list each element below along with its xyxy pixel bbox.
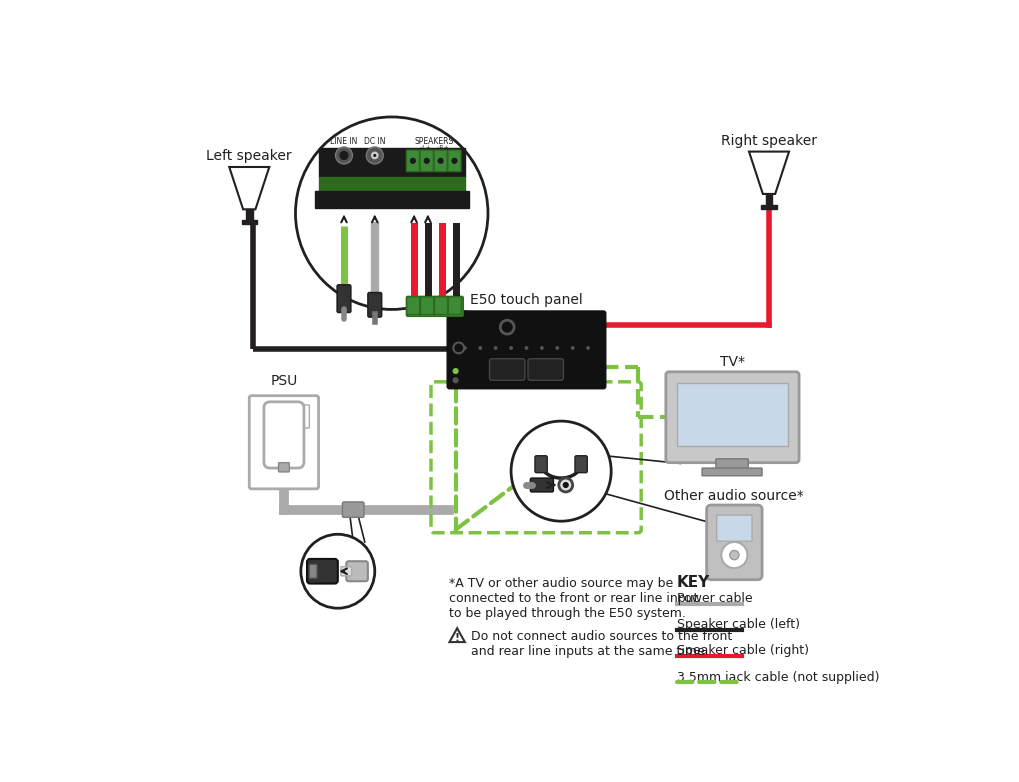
Circle shape [478, 346, 482, 350]
Text: -L+   -R+: -L+ -R+ [420, 145, 448, 150]
Circle shape [452, 377, 459, 383]
FancyBboxPatch shape [716, 459, 748, 470]
FancyBboxPatch shape [264, 402, 304, 468]
FancyBboxPatch shape [421, 296, 434, 314]
Circle shape [373, 154, 376, 157]
Circle shape [296, 117, 488, 310]
Polygon shape [242, 220, 257, 224]
FancyBboxPatch shape [420, 296, 435, 317]
FancyBboxPatch shape [535, 456, 547, 472]
Circle shape [558, 478, 573, 492]
FancyBboxPatch shape [447, 311, 605, 389]
FancyBboxPatch shape [407, 150, 420, 171]
Text: E50 touch panel: E50 touch panel [470, 293, 583, 307]
Circle shape [410, 158, 416, 164]
Text: TV*: TV* [720, 355, 745, 369]
FancyBboxPatch shape [346, 561, 368, 581]
FancyBboxPatch shape [448, 296, 462, 314]
Circle shape [463, 346, 467, 350]
FancyBboxPatch shape [319, 148, 465, 177]
Circle shape [540, 346, 544, 350]
Circle shape [339, 151, 348, 160]
Circle shape [512, 421, 611, 521]
Circle shape [371, 152, 379, 160]
FancyBboxPatch shape [434, 150, 447, 171]
FancyBboxPatch shape [706, 505, 762, 579]
Polygon shape [765, 194, 772, 205]
FancyBboxPatch shape [448, 296, 464, 317]
FancyBboxPatch shape [575, 456, 587, 472]
FancyBboxPatch shape [310, 565, 317, 578]
Circle shape [571, 346, 575, 350]
FancyBboxPatch shape [665, 371, 799, 463]
Text: Other audio source*: Other audio source* [664, 490, 804, 504]
Circle shape [452, 368, 459, 374]
Polygon shape [229, 167, 269, 210]
Text: Speaker cable (left): Speaker cable (left) [677, 619, 800, 631]
Circle shape [562, 482, 569, 488]
Circle shape [525, 346, 529, 350]
FancyBboxPatch shape [407, 296, 420, 314]
Circle shape [555, 346, 559, 350]
Circle shape [494, 346, 497, 350]
Circle shape [451, 158, 458, 164]
Text: 3.5mm jack cable (not supplied): 3.5mm jack cable (not supplied) [677, 671, 879, 683]
Text: KEY: KEY [677, 575, 710, 590]
Text: Speaker cable (right): Speaker cable (right) [677, 644, 809, 658]
FancyBboxPatch shape [315, 191, 469, 208]
Circle shape [586, 346, 590, 350]
FancyBboxPatch shape [702, 468, 762, 475]
FancyBboxPatch shape [420, 150, 433, 171]
FancyBboxPatch shape [278, 463, 289, 472]
FancyBboxPatch shape [319, 177, 465, 191]
Polygon shape [246, 210, 253, 220]
Text: Left speaker: Left speaker [207, 149, 292, 163]
Polygon shape [449, 628, 465, 642]
Text: LINE IN: LINE IN [330, 137, 358, 146]
Circle shape [437, 158, 443, 164]
FancyBboxPatch shape [307, 559, 338, 583]
Text: !: ! [454, 633, 460, 644]
Circle shape [510, 346, 513, 350]
Text: Right speaker: Right speaker [721, 134, 817, 148]
Circle shape [424, 158, 430, 164]
FancyBboxPatch shape [448, 150, 461, 171]
Circle shape [730, 551, 739, 560]
FancyBboxPatch shape [528, 359, 564, 380]
Circle shape [366, 147, 383, 164]
Circle shape [335, 147, 353, 164]
FancyBboxPatch shape [341, 567, 352, 576]
Polygon shape [761, 205, 776, 209]
Text: PSU: PSU [270, 374, 298, 388]
FancyBboxPatch shape [250, 396, 319, 489]
Text: Do not connect audio sources to the front
and rear line inputs at the same time.: Do not connect audio sources to the fron… [471, 630, 733, 658]
FancyBboxPatch shape [434, 296, 449, 317]
Text: *A TV or other audio source may be
connected to the front or rear line input
to : *A TV or other audio source may be conne… [449, 577, 699, 620]
Text: Power cable: Power cable [677, 592, 752, 605]
FancyBboxPatch shape [677, 382, 789, 446]
FancyBboxPatch shape [337, 285, 351, 313]
Text: SPEAKERS: SPEAKERS [415, 137, 453, 146]
Circle shape [301, 534, 375, 608]
FancyBboxPatch shape [342, 502, 364, 518]
FancyBboxPatch shape [368, 292, 382, 317]
Polygon shape [749, 152, 789, 194]
Circle shape [721, 542, 748, 569]
FancyBboxPatch shape [530, 478, 553, 492]
FancyBboxPatch shape [716, 515, 752, 541]
FancyBboxPatch shape [297, 405, 310, 428]
Text: DC IN: DC IN [364, 137, 385, 146]
FancyBboxPatch shape [407, 296, 422, 317]
FancyBboxPatch shape [489, 359, 525, 380]
FancyBboxPatch shape [434, 296, 447, 314]
